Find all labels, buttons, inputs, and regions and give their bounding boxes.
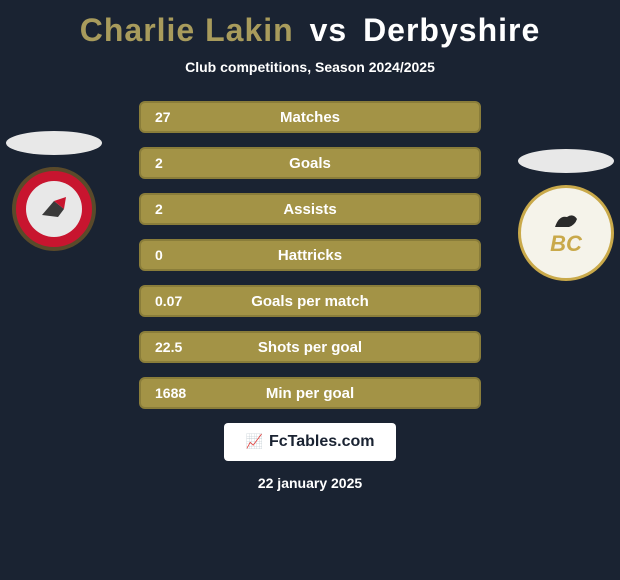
bird-icon	[36, 191, 72, 227]
page-title: Charlie Lakin vs Derbyshire	[0, 12, 620, 49]
title-player2: Derbyshire	[363, 12, 540, 48]
rooster-icon	[551, 211, 581, 231]
content: BC 27 Matches 2 Goals 2 Assists 0 Hattri…	[0, 101, 620, 409]
stat-row: 0 Hattricks	[139, 239, 481, 271]
stat-row: 22.5 Shots per goal	[139, 331, 481, 363]
player-shadow-right	[518, 149, 614, 173]
stat-row: 2 Goals	[139, 147, 481, 179]
chart-icon: 📈	[246, 433, 263, 450]
crest-left	[6, 131, 102, 251]
stat-row: 2 Assists	[139, 193, 481, 225]
stat-value-left: 27	[155, 109, 205, 125]
title-vs: vs	[310, 12, 348, 48]
stat-value-left: 1688	[155, 385, 205, 401]
stat-label: Min per goal	[266, 385, 354, 402]
stat-row: 27 Matches	[139, 101, 481, 133]
club-badge-left-inner	[26, 181, 82, 237]
player-shadow-left	[6, 131, 102, 155]
stat-value-left: 0.07	[155, 293, 205, 309]
date-label: 22 january 2025	[0, 475, 620, 491]
stat-label: Matches	[280, 109, 340, 126]
club-badge-right: BC	[518, 185, 614, 281]
stat-value-left: 2	[155, 155, 205, 171]
club-badge-left	[12, 167, 96, 251]
brand-box[interactable]: 📈 FcTables.com	[224, 423, 397, 461]
header: Charlie Lakin vs Derbyshire Club competi…	[0, 0, 620, 83]
crest-right: BC	[518, 149, 614, 281]
stat-value-left: 22.5	[155, 339, 205, 355]
title-player1: Charlie Lakin	[80, 12, 294, 48]
brand-text: FcTables.com	[269, 433, 375, 450]
subtitle: Club competitions, Season 2024/2025	[0, 59, 620, 75]
stat-value-left: 0	[155, 247, 205, 263]
stat-row: 1688 Min per goal	[139, 377, 481, 409]
club-badge-right-text: BC	[550, 233, 582, 255]
footer: 📈 FcTables.com 22 january 2025	[0, 423, 620, 491]
stat-label: Goals	[289, 155, 331, 172]
stat-label: Hattricks	[278, 247, 342, 264]
stat-label: Goals per match	[251, 293, 369, 310]
stat-value-left: 2	[155, 201, 205, 217]
stats-list: 27 Matches 2 Goals 2 Assists 0 Hattricks…	[139, 101, 481, 409]
stat-label: Assists	[283, 201, 336, 218]
stat-row: 0.07 Goals per match	[139, 285, 481, 317]
stat-label: Shots per goal	[258, 339, 362, 356]
